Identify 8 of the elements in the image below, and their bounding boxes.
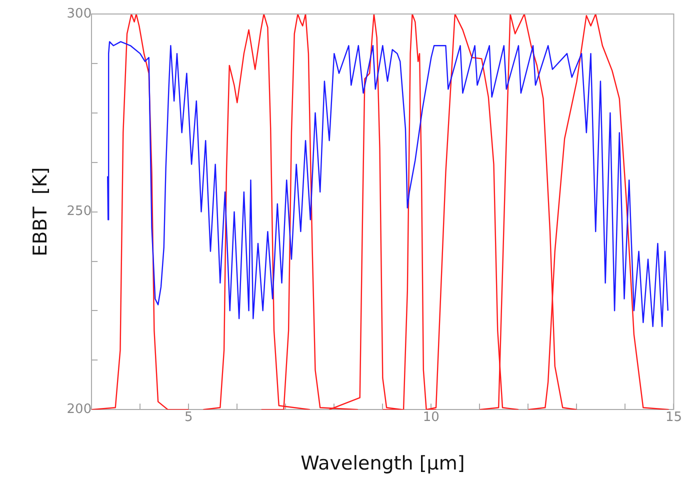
x-tick-label: 5 <box>184 410 193 425</box>
x-axis-title: Wavelength [μm] <box>300 452 465 475</box>
x-tick-label: 15 <box>665 410 682 425</box>
x-tick-label: 10 <box>422 410 440 425</box>
y-tick-label: 200 <box>66 402 92 417</box>
y-tick-label: 250 <box>66 204 92 220</box>
y-axis-title: EBBT [K] <box>29 167 52 256</box>
y-tick-label: 300 <box>66 6 92 22</box>
